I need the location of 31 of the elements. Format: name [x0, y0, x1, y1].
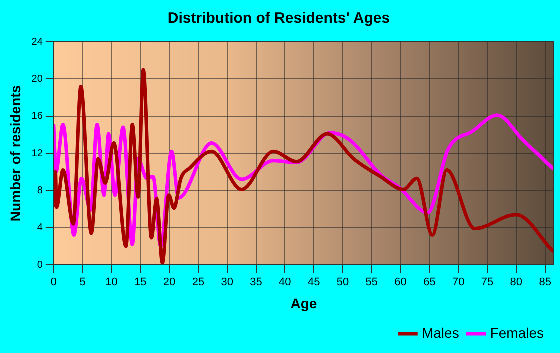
x-tick-label: 80 [510, 276, 523, 289]
chart-title: Distribution of Residents' Ages [168, 10, 390, 28]
x-tick-label: 10 [106, 276, 118, 289]
x-tick-label: 50 [336, 276, 350, 289]
y-axis-title: Number of residents [7, 85, 24, 222]
x-tick-label: 20 [163, 276, 176, 289]
line-series [54, 68, 554, 265]
x-tick-label: 60 [394, 276, 407, 289]
y-tick-label: 0 [37, 260, 44, 271]
x-tick-label: 25 [192, 276, 205, 289]
x-tick-label: 75 [481, 276, 494, 289]
x-tick-label: 65 [424, 276, 436, 289]
y-tick-label: 16 [32, 111, 44, 122]
x-tick-label: 30 [221, 276, 234, 289]
legend-label: Females [490, 324, 544, 341]
x-axis-title: Age [290, 295, 318, 312]
y-tick-label: 24 [32, 36, 44, 48]
x-tick-label: 0 [50, 276, 57, 289]
y-tick-label: 8 [37, 185, 44, 196]
y-tick-label: 12 [32, 148, 44, 160]
y-tick-label: 20 [32, 74, 44, 85]
x-tick-label: 70 [452, 276, 465, 289]
x-tick-label: 35 [250, 276, 262, 289]
x-tick-label: 15 [134, 276, 147, 289]
x-tick-label: 45 [308, 276, 320, 289]
y-tick-label: 4 [37, 222, 44, 234]
x-tick-label: 40 [279, 276, 292, 289]
x-tick-label: 85 [539, 276, 552, 289]
x-tick-label: 5 [80, 276, 86, 289]
x-tick-label: 55 [366, 276, 378, 289]
legend-label: Males [422, 324, 460, 341]
